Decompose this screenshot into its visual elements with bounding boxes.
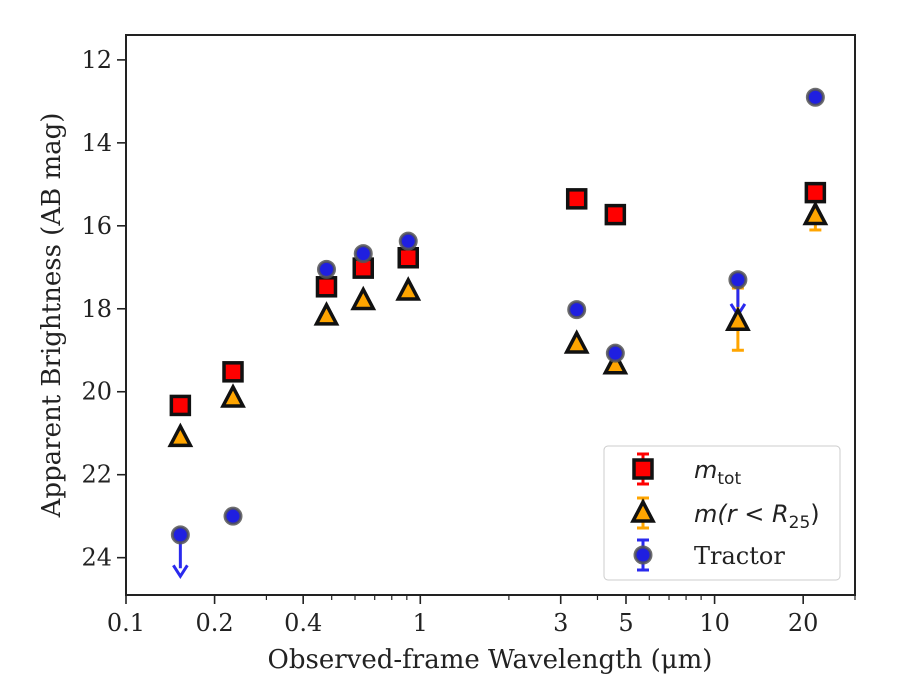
y-tick-label: 14 xyxy=(81,129,112,157)
y-tick-label: 22 xyxy=(81,461,112,489)
tractor-point xyxy=(170,525,190,545)
legend-label: Tractor xyxy=(694,542,785,570)
mtot-point xyxy=(565,188,588,210)
x-tick-label: 1 xyxy=(413,609,428,637)
tractor-point xyxy=(223,506,243,526)
x-tick-label: 20 xyxy=(788,609,819,637)
mr25-point xyxy=(602,350,629,375)
y-tick-label: 18 xyxy=(81,295,112,323)
x-tick-label: 3 xyxy=(553,609,568,637)
y-tick-label: 12 xyxy=(81,46,112,74)
mr25-point xyxy=(563,329,590,354)
legend: mtot m(r < R25) Tractor xyxy=(603,445,841,581)
legend-box xyxy=(603,445,841,581)
tractor-point xyxy=(353,244,373,264)
mtot-point xyxy=(604,203,627,226)
legend-marker xyxy=(630,498,656,523)
x-tick-label: 10 xyxy=(699,609,730,637)
tractor-point xyxy=(728,270,748,290)
plot-frame xyxy=(125,34,856,596)
mtot-point xyxy=(169,394,192,417)
x-tick-label: 0.4 xyxy=(284,609,322,637)
legend-marker xyxy=(633,545,653,565)
tractor-point xyxy=(567,300,587,320)
mr25-point xyxy=(220,383,246,408)
tractor-point xyxy=(605,343,625,363)
legend-label: m(r < R25) xyxy=(694,500,820,533)
mr25-point xyxy=(802,200,829,226)
y-axis-label: Apparent Brightness (AB mag) xyxy=(37,113,67,519)
y-tick-label: 16 xyxy=(81,212,112,240)
mtot-point xyxy=(222,361,244,383)
x-tick-label: 0.2 xyxy=(196,609,234,637)
mr25-point xyxy=(395,276,422,301)
tractor-point xyxy=(398,231,418,251)
legend-label: mtot xyxy=(694,456,741,489)
tractor-point xyxy=(316,259,336,279)
mr25-point xyxy=(167,422,194,448)
y-tick-label: 20 xyxy=(81,378,112,406)
tractor-point xyxy=(805,87,825,107)
x-tick-label: 5 xyxy=(618,609,633,637)
mtot-point xyxy=(804,181,827,204)
mr25-point xyxy=(313,301,340,326)
mtot-point xyxy=(397,247,419,269)
mtot-point xyxy=(315,276,338,298)
x-tick-label: 0.1 xyxy=(107,609,145,637)
legend-marker xyxy=(632,458,654,480)
mr25-point xyxy=(724,306,751,331)
y-tick-label: 24 xyxy=(81,544,112,572)
upper-limit-arrowhead xyxy=(172,564,189,580)
x-axis-label: Observed-frame Wavelength (μm) xyxy=(268,645,713,675)
mr25-point xyxy=(350,285,377,311)
